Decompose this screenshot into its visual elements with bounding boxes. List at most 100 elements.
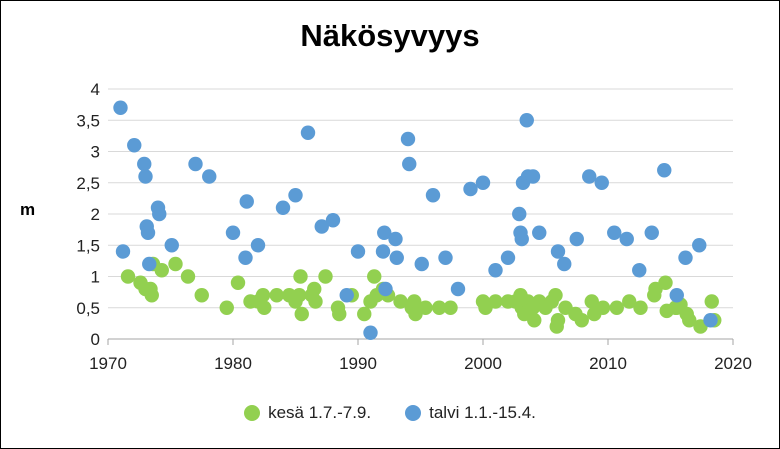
winter-point xyxy=(325,213,341,228)
winter-point xyxy=(557,256,572,272)
x-tick-label: 2000 xyxy=(464,354,502,373)
legend-marker-winter xyxy=(405,405,422,421)
summer-point xyxy=(609,300,624,315)
winter-point xyxy=(202,169,217,184)
y-tick-label: 2,5 xyxy=(76,174,100,193)
summer-point xyxy=(194,288,209,303)
x-tick-labels: 1970 1980 1990 2000 2010 2020 xyxy=(89,354,752,373)
winter-point xyxy=(425,188,441,203)
winter-point xyxy=(519,113,534,128)
winter-point xyxy=(164,238,179,253)
winter-point xyxy=(692,238,707,253)
winter-point xyxy=(300,125,316,140)
summer-point xyxy=(488,294,503,309)
y-tick-label: 1 xyxy=(91,268,100,287)
y-tick-label: 0 xyxy=(91,330,100,349)
summer-point xyxy=(595,300,611,315)
summer-point xyxy=(120,269,136,284)
winter-point xyxy=(594,175,609,190)
winter-point xyxy=(388,231,403,247)
winter-point xyxy=(113,100,128,115)
summer-point xyxy=(367,269,382,284)
winter-point xyxy=(525,169,541,184)
summer-point xyxy=(658,275,673,290)
winter-point xyxy=(619,231,634,247)
winter-point xyxy=(250,238,266,253)
x-tick-label: 1990 xyxy=(339,354,377,373)
winter-point xyxy=(378,281,393,297)
summer-point xyxy=(393,294,408,309)
winter-point xyxy=(188,156,203,172)
winter-point xyxy=(115,244,131,259)
y-tick-label: 1,5 xyxy=(76,236,100,255)
winter-point xyxy=(375,244,391,259)
summer-point xyxy=(154,263,169,278)
y-tick-labels: 0 0,5 1 1,5 2 2,5 3 3,5 4 xyxy=(76,80,100,349)
y-tick-label: 4 xyxy=(91,80,100,99)
x-tick-label: 1980 xyxy=(214,354,252,373)
summer-point xyxy=(293,269,308,284)
y-tick-label: 3,5 xyxy=(76,111,100,130)
winter-point xyxy=(644,225,659,240)
summer-point xyxy=(255,288,271,303)
x-tick-label: 2020 xyxy=(714,354,752,373)
winter-point xyxy=(500,250,516,265)
summer-point xyxy=(168,256,183,272)
winter-point xyxy=(632,263,647,278)
winter-point xyxy=(314,219,329,234)
summer-point xyxy=(230,275,246,290)
summer-point xyxy=(548,288,563,303)
winter-point xyxy=(703,313,718,328)
winter-point xyxy=(152,206,167,222)
summer-point xyxy=(269,288,284,303)
winter-point xyxy=(339,288,354,303)
winter-point xyxy=(377,225,392,240)
summer-point xyxy=(144,288,159,303)
summer-point xyxy=(704,294,719,309)
winter-point xyxy=(532,225,547,240)
winter-point xyxy=(450,281,466,297)
y-axis-label: m xyxy=(20,200,36,219)
y-tick-label: 3 xyxy=(91,143,100,162)
summer-point xyxy=(318,269,333,284)
winter-point xyxy=(488,263,503,278)
winter-point xyxy=(239,194,254,209)
legend-item-summer: kesä 1.7.-7.9. xyxy=(244,403,371,423)
winter-point xyxy=(569,231,584,247)
winter-point xyxy=(275,200,291,215)
summer-point xyxy=(292,288,307,303)
winter-point xyxy=(400,131,416,147)
winter-point xyxy=(225,225,241,240)
summer-point xyxy=(622,294,637,309)
x-tick-label: 1970 xyxy=(89,354,127,373)
summer-point xyxy=(357,306,372,322)
summer-point xyxy=(418,300,433,315)
summer-point xyxy=(584,294,599,309)
summer-point xyxy=(443,300,458,315)
summer-point xyxy=(682,313,697,328)
winter-point xyxy=(288,188,303,203)
winter-point xyxy=(678,250,693,265)
x-tick-label: 2010 xyxy=(589,354,627,373)
summer-point xyxy=(633,300,648,315)
winter-point xyxy=(238,250,253,265)
winter-point xyxy=(438,250,453,265)
winter-point xyxy=(607,225,622,240)
summer-point xyxy=(294,306,309,322)
winter-point xyxy=(414,256,429,272)
winter-point xyxy=(512,206,527,222)
winter-point xyxy=(669,288,684,303)
winter-point xyxy=(138,169,153,184)
summer-point xyxy=(550,313,566,328)
legend-marker-summer xyxy=(244,405,261,421)
winter-point xyxy=(389,250,404,265)
winter-point xyxy=(475,175,491,190)
winter-point xyxy=(142,256,157,272)
legend-item-winter: talvi 1.1.-15.4. xyxy=(405,403,536,423)
winter-point xyxy=(550,244,566,259)
summer-point xyxy=(307,281,322,297)
winter-point xyxy=(137,156,152,172)
summer-point xyxy=(332,306,347,322)
winter-point xyxy=(127,138,142,153)
